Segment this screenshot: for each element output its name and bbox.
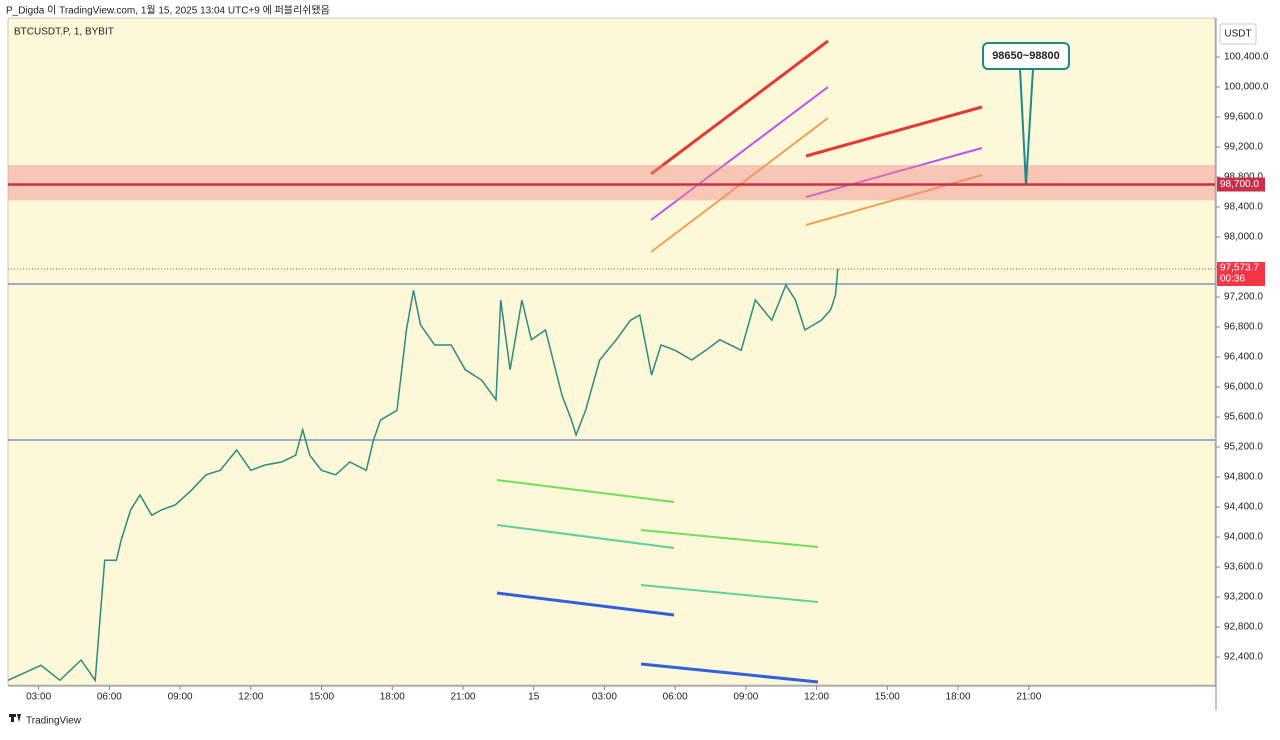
x-tick-label: 03:00 <box>26 692 51 703</box>
y-tick-label: 96,400.0 <box>1224 352 1263 363</box>
x-tick-label: 18:00 <box>946 692 971 703</box>
x-tick-label: 09:00 <box>733 692 758 703</box>
currency-box <box>1219 23 1257 45</box>
price-line-tag <box>1217 177 1265 192</box>
x-tick-label: 09:00 <box>168 692 193 703</box>
x-tick-label: 21:00 <box>450 692 475 703</box>
price-line-series <box>7 268 839 683</box>
last-price-tag <box>1217 261 1265 286</box>
y-tick-label: 92,800.0 <box>1224 622 1263 633</box>
y-tick-label: 98,400.0 <box>1224 202 1263 213</box>
countdown: 00:36 <box>1220 274 1245 285</box>
x-tick-label: 21:00 <box>1016 692 1041 703</box>
zone-band <box>8 165 1215 201</box>
x-tick-label: 12:00 <box>804 692 829 703</box>
y-tick-label: 100,000.0 <box>1224 82 1269 93</box>
y-tick-label: 99,200.0 <box>1224 142 1263 153</box>
price-line-label: 98,700.0 <box>1220 179 1259 190</box>
last-price-label: 97,573.7 <box>1220 263 1259 274</box>
y-tick-label: 93,600.0 <box>1224 562 1263 573</box>
x-tick-label: 03:00 <box>592 692 617 703</box>
x-tick-label: 15:00 <box>309 692 334 703</box>
y-tick-label: 93,200.0 <box>1224 592 1263 603</box>
zone-label: 98650~98800 <box>992 50 1060 62</box>
trend-lines <box>8 39 1215 684</box>
x-tick-label: 06:00 <box>97 692 122 703</box>
publish-info: P_Digda 이 TradingView.com, 1월 15, 2025 1… <box>6 5 330 17</box>
y-tick-label: 99,600.0 <box>1224 112 1263 123</box>
y-tick-label: 95,600.0 <box>1224 412 1263 423</box>
y-tick-label: 94,800.0 <box>1224 472 1263 483</box>
y-tick-label: 95,200.0 <box>1224 442 1263 453</box>
y-tick-label: 98,000.0 <box>1224 232 1263 243</box>
footer-brand: TradingView <box>26 716 82 727</box>
y-tick-label: 98,800.0 <box>1224 172 1263 183</box>
y-tick-label: 92,400.0 <box>1224 652 1263 663</box>
x-tick-label: 15 <box>528 692 540 703</box>
plot-area <box>7 17 1216 686</box>
symbol: BTCUSDT.P, 1, BYBIT <box>14 27 114 38</box>
x-tick-label: 15:00 <box>875 692 900 703</box>
y-tick-label: 96,800.0 <box>1224 322 1263 333</box>
y-tick-label: 100,400.0 <box>1224 52 1269 63</box>
x-tick-label: 12:00 <box>238 692 263 703</box>
y-tick-label: 94,000.0 <box>1224 532 1263 543</box>
currency: USDT <box>1224 29 1251 40</box>
callout-box <box>982 42 1070 70</box>
logo <box>9 714 21 722</box>
y-tick-label: 96,000.0 <box>1224 382 1263 393</box>
x-tick-label: 06:00 <box>663 692 688 703</box>
y-tick-label: 94,400.0 <box>1224 502 1263 513</box>
x-tick-label: 18:00 <box>380 692 405 703</box>
y-tick-label: 97,200.0 <box>1224 292 1263 303</box>
